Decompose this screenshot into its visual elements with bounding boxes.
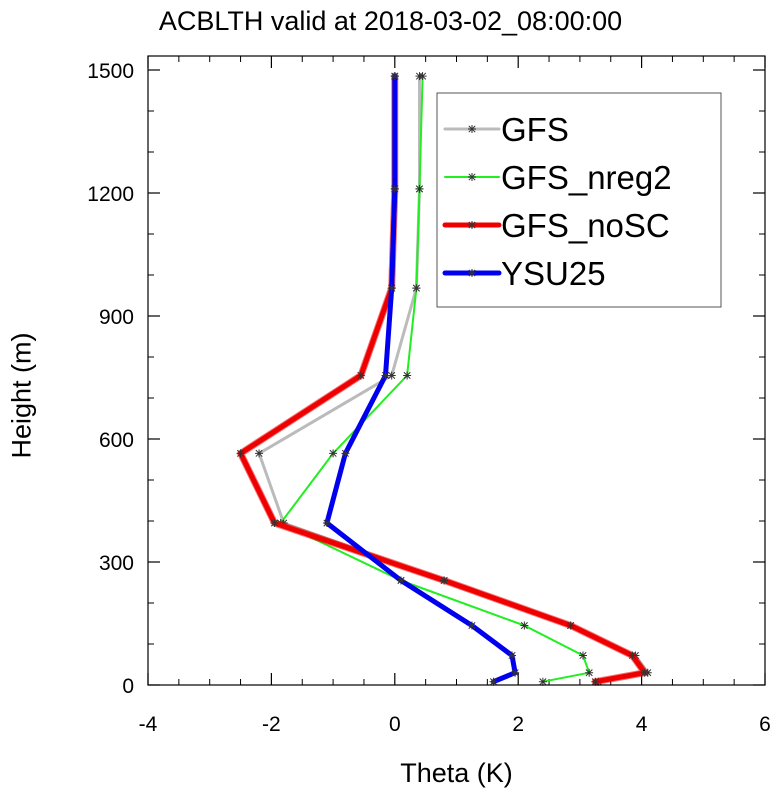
series-point [329, 449, 338, 458]
series-point [640, 668, 649, 677]
x-tick-label: -2 [262, 713, 281, 736]
legend-marker [468, 173, 476, 181]
plot-frame [147, 55, 766, 686]
series-point [418, 72, 427, 81]
legend: GFS GFS_nreg2 GFS_noSC YSU25 [436, 92, 722, 308]
series-point [591, 677, 600, 686]
legend-marker [468, 221, 476, 229]
y-axis-label: Height (m) [6, 332, 37, 459]
series-point [440, 576, 449, 585]
x-tick-label: 2 [512, 713, 524, 736]
axis-ticks: -4 -2 0 2 4 6 0 300 600 900 1200 1500 [87, 56, 771, 736]
legend-item: GFS_noSC [442, 207, 670, 244]
series-point [538, 677, 547, 686]
series-point [396, 576, 405, 585]
y-tick-label: 300 [99, 552, 134, 575]
series-point [628, 651, 637, 660]
series-ysu25 [322, 72, 520, 686]
series-group [236, 72, 652, 686]
x-axis-label: Theta (K) [400, 758, 513, 788]
series-point [236, 449, 245, 458]
legend-item: YSU25 [442, 255, 606, 292]
y-tick-label: 600 [99, 429, 134, 452]
series-point [585, 668, 594, 677]
y-tick-label: 1500 [87, 60, 134, 83]
series-point [341, 449, 350, 458]
legend-item: GFS_nreg2 [444, 159, 672, 196]
series-point [489, 677, 498, 686]
legend-label: GFS_nreg2 [501, 159, 672, 196]
series-point [412, 284, 421, 293]
series-point [520, 621, 529, 630]
chart-title: ACBLTH valid at 2018-03-02_08:00:00 [158, 6, 623, 36]
legend-label: GFS [501, 111, 569, 148]
x-tick-label: -4 [139, 713, 158, 736]
series-point [403, 371, 412, 380]
series-point [566, 621, 575, 630]
y-tick-label: 0 [122, 675, 134, 698]
legend-label: GFS_noSC [501, 207, 670, 244]
series-point [381, 371, 390, 380]
legend-marker [468, 269, 476, 277]
y-tick-label: 900 [99, 306, 134, 329]
series-point [415, 184, 424, 193]
legend-label: YSU25 [501, 255, 606, 292]
series-point [387, 284, 396, 293]
legend-item: GFS [443, 111, 569, 148]
series-point [578, 651, 587, 660]
series-point [511, 668, 520, 677]
series-point [322, 519, 331, 528]
x-tick-label: 0 [389, 713, 401, 736]
series-point [508, 651, 517, 660]
plot-border [147, 55, 766, 686]
x-tick-label: 4 [636, 713, 648, 736]
series-point [467, 621, 476, 630]
series-point [390, 184, 399, 193]
series-point [387, 371, 396, 380]
series-point [270, 519, 279, 528]
series-point [255, 449, 264, 458]
legend-marker [468, 125, 476, 133]
series-point [356, 371, 365, 380]
series-point [390, 72, 399, 81]
x-tick-label: 6 [759, 713, 771, 736]
y-tick-label: 1200 [87, 183, 134, 206]
